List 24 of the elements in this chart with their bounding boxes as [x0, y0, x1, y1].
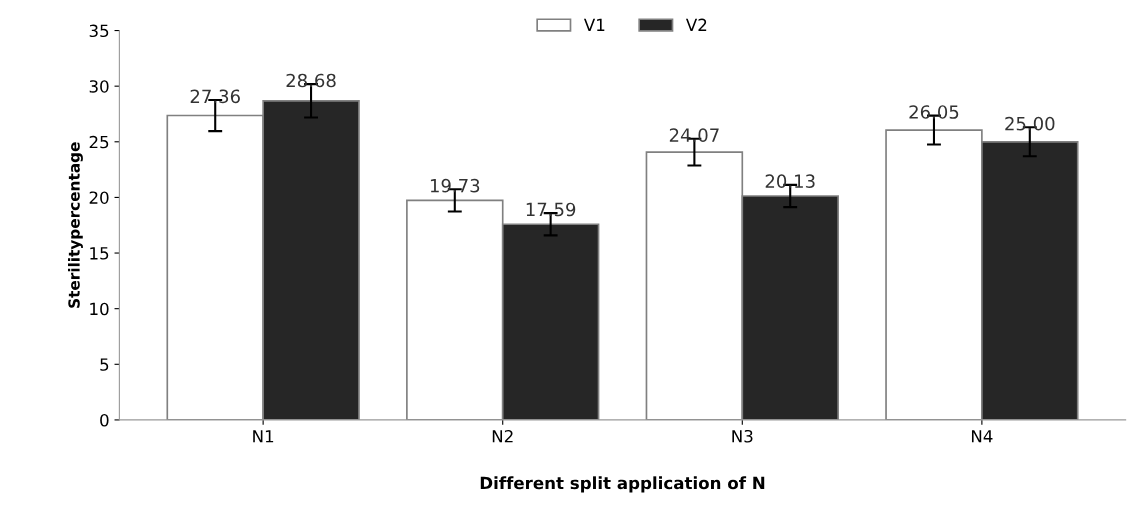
- legend-label: V1: [583, 18, 605, 31]
- data-label: 17.59: [526, 202, 576, 217]
- data-label: 28.68: [286, 73, 336, 88]
- text: 27.36: [190, 89, 240, 104]
- text: 19.73: [430, 178, 480, 193]
- y-tick-label: 35: [89, 24, 109, 38]
- x-tick-label: N1: [253, 430, 274, 443]
- y-axis-title: Sterilitypercentage: [67, 142, 83, 308]
- y-tick-label: 0: [100, 413, 109, 427]
- legend-label: V2: [685, 18, 707, 31]
- y-tick-label: 20: [89, 191, 109, 204]
- text: 24.07: [669, 128, 719, 142]
- x-tick-label: N2: [492, 429, 513, 443]
- y-tick-label: 25: [89, 135, 109, 149]
- y-tick-label: 30: [89, 80, 109, 93]
- data-label: 20.13: [765, 174, 815, 189]
- y-tick-label: 10: [90, 302, 109, 316]
- y-tick-label: 15: [90, 247, 109, 260]
- x-tick-label: N4: [971, 430, 993, 443]
- x-tick-label: N3: [732, 429, 753, 443]
- y-tick-label: 5: [100, 358, 109, 371]
- text: 26.05: [909, 105, 959, 119]
- x-axis-title: Different split application of N: [480, 476, 765, 493]
- data-label: 25.00: [1005, 116, 1055, 131]
